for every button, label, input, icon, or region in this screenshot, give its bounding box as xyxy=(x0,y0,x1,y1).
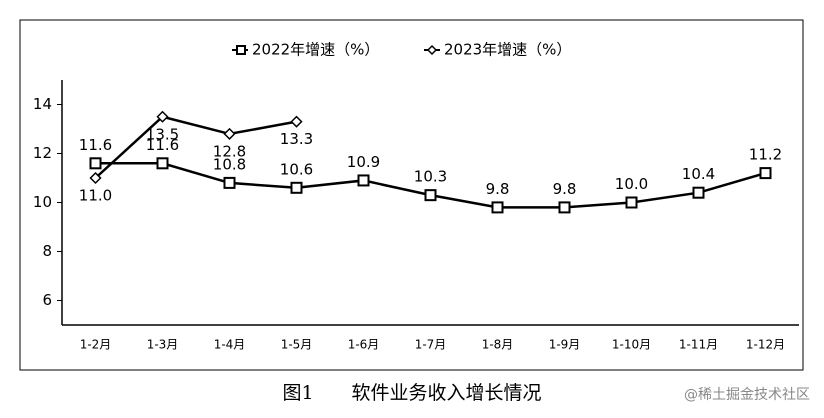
data-label: 10.3 xyxy=(414,168,447,186)
x-tick-label: 1-5月 xyxy=(281,338,313,352)
y-tick-label: 8 xyxy=(42,242,52,260)
x-tick-label: 1-7月 xyxy=(415,338,447,352)
x-tick-label: 1-3月 xyxy=(147,338,179,352)
marker xyxy=(290,181,303,194)
legend-marker xyxy=(236,45,246,55)
x-tick-label: 1-4月 xyxy=(214,338,246,352)
marker xyxy=(223,176,236,189)
marker xyxy=(692,186,705,199)
data-label: 11.2 xyxy=(749,146,782,164)
data-label: 13.3 xyxy=(280,130,313,148)
watermark: @稀土掘金技术社区 xyxy=(684,387,810,403)
x-tick-label: 1-2月 xyxy=(80,338,112,352)
marker xyxy=(89,171,102,185)
data-label: 13.5 xyxy=(146,125,179,143)
x-tick-label: 1-11月 xyxy=(679,338,718,352)
marker xyxy=(759,167,772,180)
x-tick-label: 1-12月 xyxy=(746,338,785,352)
x-tick-label: 1-8月 xyxy=(482,338,514,352)
marker xyxy=(357,174,370,187)
data-label: 11.6 xyxy=(79,136,112,154)
x-tick-label: 1-9月 xyxy=(549,338,581,352)
y-tick-label: 6 xyxy=(42,291,52,309)
frame xyxy=(19,19,804,371)
x-tick-label: 1-10月 xyxy=(612,338,651,352)
data-label: 9.8 xyxy=(553,180,577,198)
data-label: 10.0 xyxy=(615,175,648,193)
marker xyxy=(290,115,303,128)
y-tick-label: 10 xyxy=(33,193,52,211)
data-label: 10.6 xyxy=(280,160,313,178)
marker xyxy=(491,201,504,214)
chart-title: 图1 软件业务收入增长情况 xyxy=(282,382,541,404)
legend-marker xyxy=(426,44,438,56)
data-label: 9.8 xyxy=(486,180,510,198)
legend-label: 2022年增速（%） xyxy=(252,41,379,59)
marker xyxy=(156,157,169,170)
x-tick-label: 1-6月 xyxy=(348,338,380,352)
data-label: 10.8 xyxy=(213,155,246,173)
data-label: 12.8 xyxy=(213,142,246,160)
marker xyxy=(424,189,437,202)
series-line xyxy=(94,115,297,179)
marker xyxy=(89,157,102,170)
data-label: 10.4 xyxy=(682,165,715,183)
marker xyxy=(558,201,571,214)
data-label: 11.0 xyxy=(79,187,112,205)
y-tick-label: 12 xyxy=(33,144,52,162)
data-label: 11.6 xyxy=(146,136,179,154)
marker xyxy=(625,196,638,209)
marker xyxy=(223,127,236,140)
y-tick-label: 14 xyxy=(33,95,52,113)
data-label: 10.9 xyxy=(347,153,380,171)
legend-label: 2023年增速（%） xyxy=(444,41,571,59)
marker xyxy=(156,110,169,123)
